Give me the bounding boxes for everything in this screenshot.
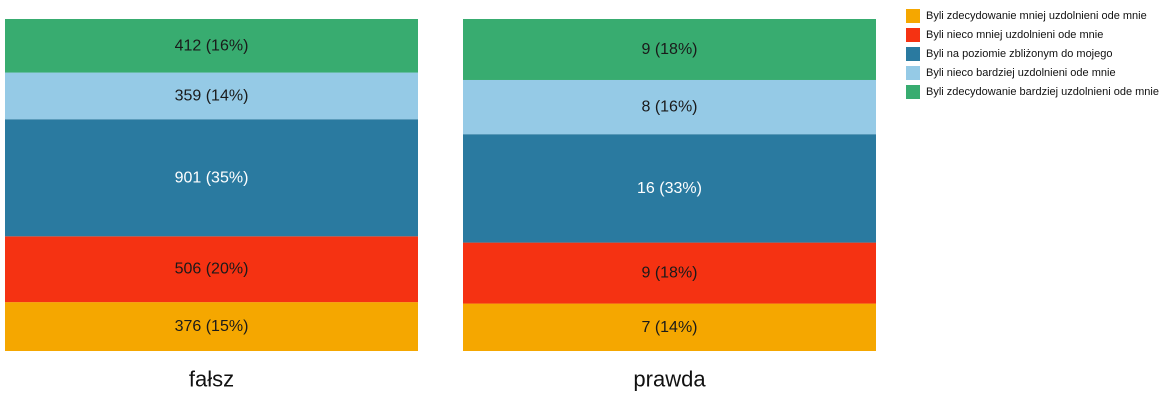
category-label: prawda (633, 367, 706, 392)
legend-label: Byli zdecydowanie bardziej uzdolnieni od… (926, 86, 1159, 98)
legend-label: Byli nieco bardziej uzdolnieni ode mnie (926, 67, 1116, 79)
data-label: 7 (14%) (641, 319, 697, 336)
data-label: 16 (33%) (637, 180, 702, 197)
bar-segment (463, 134, 876, 243)
data-label: 8 (16%) (641, 99, 697, 116)
bar-segment (463, 242, 876, 304)
bar-segment (5, 19, 418, 73)
legend-swatch (906, 28, 920, 42)
legend-label: Byli na poziomie zbliżonym do mojego (926, 48, 1112, 60)
data-label: 9 (18%) (641, 41, 697, 58)
legend-label: Byli zdecydowanie mniej uzdolnieni ode m… (926, 10, 1147, 22)
bars-group: 376 (15%) 506 (20%) 901 (35%) 359 (14%) 412 … (5, 19, 876, 351)
bar-segment (5, 236, 418, 303)
bar-segment (5, 302, 418, 351)
bar-segment (5, 119, 418, 237)
data-label: 359 (14%) (175, 87, 249, 104)
category-label: fałsz (189, 367, 234, 392)
bar-segment (463, 79, 876, 135)
bar-segment (463, 19, 876, 80)
data-label: 506 (20%) (175, 261, 249, 278)
data-label: 9 (18%) (641, 265, 697, 282)
bar-segment (5, 72, 418, 120)
legend: Byli zdecydowanie mniej uzdolnieni ode m… (906, 9, 1159, 99)
legend-swatch (906, 66, 920, 80)
legend-swatch (906, 85, 920, 99)
data-label: 376 (15%) (175, 318, 249, 335)
category-labels: fałsz prawda (189, 367, 706, 392)
bar-segment (463, 303, 876, 351)
data-label: 901 (35%) (175, 169, 249, 186)
legend-swatch (906, 9, 920, 23)
legend-swatch (906, 47, 920, 61)
legend-label: Byli nieco mniej uzdolnieni ode mnie (926, 29, 1103, 41)
data-label: 412 (16%) (175, 37, 249, 54)
